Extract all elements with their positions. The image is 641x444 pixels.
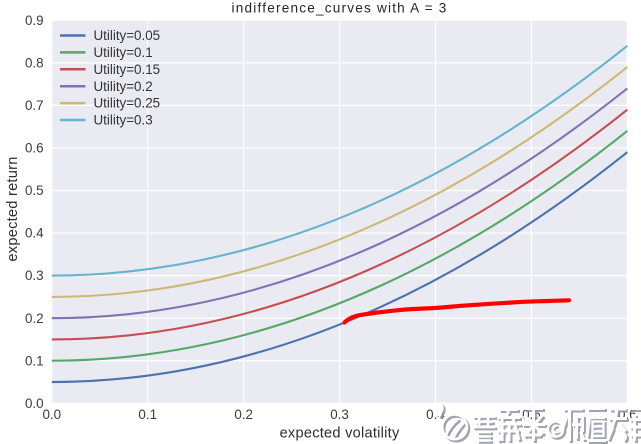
svg-text:Utility=0.3: Utility=0.3	[94, 113, 153, 128]
svg-text:expected return: expected return	[5, 156, 21, 261]
svg-text:Utility=0.05: Utility=0.05	[94, 28, 161, 43]
svg-text:0.1: 0.1	[138, 407, 157, 422]
svg-text:Utility=0.15: Utility=0.15	[94, 62, 161, 77]
svg-text:indifference_curves with A = 3: indifference_curves with A = 3	[232, 0, 448, 15]
svg-text:Utility=0.2: Utility=0.2	[94, 79, 153, 94]
svg-text:0.3: 0.3	[25, 268, 44, 283]
svg-text:0.0: 0.0	[42, 407, 61, 422]
svg-text:expected volatility: expected volatility	[280, 426, 400, 442]
svg-text:0.2: 0.2	[25, 311, 44, 326]
svg-text:0.4: 0.4	[25, 226, 44, 241]
svg-text:0.9: 0.9	[25, 13, 44, 28]
svg-text:0.5: 0.5	[25, 183, 44, 198]
svg-text:0.0: 0.0	[25, 396, 44, 411]
svg-text:Utility=0.1: Utility=0.1	[94, 45, 153, 60]
svg-text:0.3: 0.3	[330, 407, 349, 422]
svg-text:0.6: 0.6	[25, 141, 44, 156]
svg-text:0.2: 0.2	[234, 407, 253, 422]
svg-text:0.8: 0.8	[25, 55, 44, 70]
svg-text:Utility=0.25: Utility=0.25	[94, 96, 161, 111]
svg-text:0.1: 0.1	[25, 353, 44, 368]
svg-text:0.7: 0.7	[25, 98, 44, 113]
